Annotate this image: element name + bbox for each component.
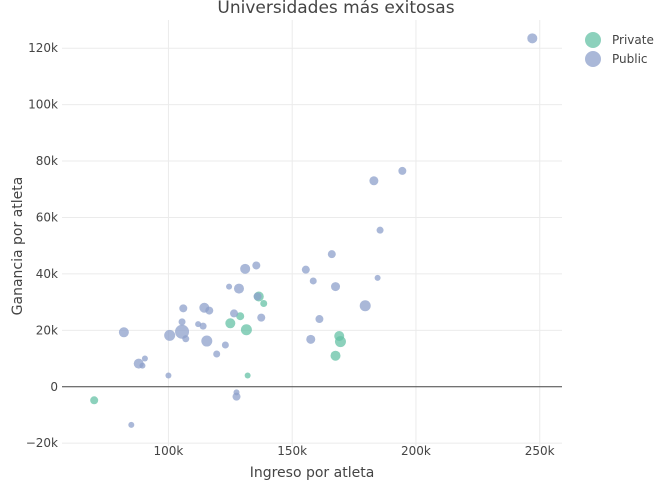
data-point-private[interactable] <box>330 350 341 361</box>
y-tick-label: 120k <box>28 41 58 55</box>
y-tick-label: 20k <box>36 323 58 337</box>
data-point-public[interactable] <box>306 334 316 344</box>
x-tick-label: 100k <box>154 444 184 458</box>
x-tick-label: 150k <box>277 444 307 458</box>
data-point-public[interactable] <box>232 392 241 401</box>
data-point-public[interactable] <box>374 274 381 281</box>
data-point-public[interactable] <box>527 33 538 44</box>
x-tick-label: 250k <box>525 444 555 458</box>
data-point-public[interactable] <box>175 324 190 339</box>
data-point-public[interactable] <box>141 355 148 362</box>
data-point-public[interactable] <box>253 292 262 301</box>
chart-title: Universidades más exitosas <box>217 0 454 18</box>
data-point-public[interactable] <box>252 261 261 270</box>
data-point-public[interactable] <box>369 176 379 186</box>
data-point-public[interactable] <box>226 283 233 290</box>
data-point-private[interactable] <box>240 324 252 336</box>
data-point-public[interactable] <box>165 372 172 379</box>
data-point-private[interactable] <box>236 312 245 321</box>
y-tick-label: 40k <box>36 267 58 281</box>
x-tick-label: 200k <box>401 444 431 458</box>
data-point-public[interactable] <box>128 421 135 428</box>
data-point-public[interactable] <box>179 304 188 313</box>
legend[interactable]: Private Public <box>585 32 654 67</box>
data-point-private[interactable] <box>260 300 268 308</box>
data-point-public[interactable] <box>240 263 251 274</box>
data-point-public[interactable] <box>376 226 384 234</box>
data-point-public[interactable] <box>205 306 214 315</box>
data-point-public[interactable] <box>178 318 186 326</box>
data-point-public[interactable] <box>331 282 341 292</box>
data-point-private[interactable] <box>225 318 236 329</box>
y-tick-label: 100k <box>28 98 58 112</box>
data-point-public[interactable] <box>139 362 146 369</box>
data-point-public[interactable] <box>398 166 407 175</box>
data-point-private[interactable] <box>244 372 251 379</box>
y-tick-label: 80k <box>36 154 58 168</box>
data-point-public[interactable] <box>315 315 324 324</box>
x-axis-title: Ingreso por atleta <box>250 465 375 480</box>
y-axis-title: Ganancia por atleta <box>10 177 26 316</box>
data-point-private[interactable] <box>90 396 99 405</box>
tick-labels: 100k 150k 200k 250k −20k 0 20k 40k 60k 80k 100k 120… <box>26 41 555 458</box>
data-point-public[interactable] <box>201 335 213 347</box>
data-point-public[interactable] <box>118 327 129 338</box>
legend-item-private[interactable]: Private <box>585 32 654 48</box>
data-point-public[interactable] <box>359 300 371 312</box>
data-point-public[interactable] <box>309 277 317 285</box>
data-point-public[interactable] <box>301 265 310 274</box>
data-point-public[interactable] <box>182 335 190 343</box>
data-point-public[interactable] <box>213 350 221 358</box>
grid <box>62 20 562 446</box>
legend-label: Private <box>612 33 654 47</box>
y-tick-label: 0 <box>50 380 58 394</box>
y-tick-label: 60k <box>36 210 58 224</box>
data-point-public[interactable] <box>327 250 336 259</box>
data-point-public[interactable] <box>164 329 176 341</box>
data-point-public[interactable] <box>199 322 207 330</box>
data-point-public[interactable] <box>230 309 239 318</box>
legend-item-public[interactable]: Public <box>585 51 648 67</box>
legend-marker <box>585 51 601 67</box>
data-point-private[interactable] <box>334 336 346 348</box>
legend-marker <box>585 32 601 48</box>
y-tick-label: −20k <box>26 436 58 450</box>
data-point-public[interactable] <box>257 313 266 322</box>
data-point-public[interactable] <box>233 283 244 294</box>
data-points <box>90 33 538 428</box>
legend-label: Public <box>612 52 648 66</box>
data-point-public[interactable] <box>221 341 229 349</box>
